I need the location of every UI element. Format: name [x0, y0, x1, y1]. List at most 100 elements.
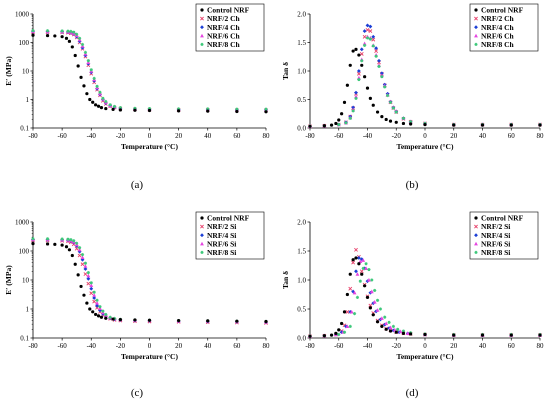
data-point	[64, 36, 69, 40]
data-point	[391, 106, 395, 110]
data-point	[334, 331, 338, 335]
panel-e-mpa-1: -80 -60 -40 -20 0 20 40 60 80 0.1 1 10 100 1000 Temper…	[4, 3, 271, 191]
data-point	[348, 324, 352, 328]
legend-marker	[474, 25, 478, 30]
data-point	[365, 23, 370, 28]
x-tick-label: 60	[233, 132, 241, 140]
data-point	[367, 267, 371, 272]
data-point	[359, 269, 364, 274]
data-point	[377, 64, 381, 69]
x-axis-label: Temperature (°C)	[121, 142, 178, 151]
legend-marker	[200, 25, 204, 30]
data-point	[104, 316, 108, 320]
data-point	[401, 331, 406, 335]
legend-label: NRF/2 Ch	[481, 14, 515, 23]
x-tick-label: 0	[148, 132, 152, 140]
x-tick-label: 80	[263, 132, 271, 140]
data-point	[452, 123, 456, 127]
data-point	[75, 32, 79, 36]
legend-entry: NRF/6 Ch	[474, 31, 515, 40]
data-point	[384, 327, 388, 331]
data-point	[383, 85, 387, 89]
data-point	[111, 107, 115, 111]
data-point	[94, 312, 98, 317]
legend-label: NRF/6 Si	[207, 239, 236, 248]
y-tick-label: 10	[22, 67, 30, 75]
legend-label: NRF/4 Si	[481, 231, 510, 240]
data-point	[177, 318, 181, 323]
data-point	[85, 301, 89, 305]
data-point	[368, 306, 372, 310]
data-point	[72, 239, 76, 243]
panel-tan-2: -80 -60 -40 -20 0 20 40 60 80 0.0 0.5 1.0 1.5 2.0 Temp…	[281, 3, 544, 191]
data-point	[112, 104, 117, 109]
series-control-nrf	[31, 33, 268, 114]
data-point	[99, 105, 104, 110]
legend-marker	[200, 8, 204, 12]
data-point	[388, 329, 393, 333]
data-point	[384, 321, 389, 326]
legend-marker	[200, 42, 204, 46]
data-point	[351, 289, 356, 294]
x-tick-label: 60	[508, 132, 516, 140]
data-point	[401, 116, 406, 120]
data-point	[388, 119, 393, 123]
data-point	[264, 110, 268, 114]
data-point	[378, 307, 383, 311]
legend-label: NRF/2 Si	[207, 222, 236, 231]
data-point	[45, 242, 50, 246]
data-point	[104, 312, 108, 317]
legend-entry: Control NRF	[474, 6, 524, 15]
legend-marker	[474, 233, 478, 238]
data-point	[86, 59, 90, 63]
data-point	[80, 262, 85, 267]
legend-entry: NRF/8 Si	[474, 248, 510, 257]
data-point	[345, 324, 350, 328]
data-point	[377, 58, 381, 63]
data-point	[371, 34, 376, 39]
data-point	[94, 103, 98, 107]
legend-label: Control NRF	[207, 6, 250, 15]
data-point	[264, 319, 268, 324]
data-point	[70, 45, 74, 49]
data-point	[73, 262, 77, 266]
data-point	[363, 75, 367, 79]
data-point	[76, 64, 80, 68]
data-point	[337, 332, 341, 337]
data-point	[398, 329, 403, 334]
data-point	[538, 123, 542, 127]
legend-entry: NRF/6 Si	[474, 239, 510, 248]
data-point	[77, 247, 82, 252]
data-point	[89, 283, 94, 288]
data-point	[98, 305, 102, 309]
data-point	[371, 103, 375, 107]
data-point	[388, 100, 393, 104]
data-point	[351, 260, 356, 265]
data-point	[79, 75, 83, 79]
data-point	[45, 237, 50, 241]
data-point	[95, 298, 99, 302]
data-point	[86, 276, 91, 281]
data-point	[368, 24, 373, 29]
y-tick-label: 1	[26, 96, 30, 104]
data-point	[88, 97, 92, 102]
legend-entry: Control NRF	[200, 6, 250, 15]
legend-label: NRF/2 Si	[481, 222, 510, 231]
series-nrf-4-si	[308, 256, 542, 339]
y-axis-label: E′ (MPa)	[4, 56, 13, 86]
data-point	[374, 49, 379, 53]
data-point	[31, 33, 35, 37]
data-point	[342, 330, 347, 334]
data-point	[72, 30, 76, 34]
x-tick-label: 20	[175, 342, 183, 350]
legend-label: NRF/4 Ch	[207, 23, 241, 32]
data-point	[391, 328, 396, 333]
data-point	[80, 45, 85, 50]
y-tick-label: 1.5	[297, 39, 306, 47]
legend-label: NRF/8 Ch	[481, 40, 515, 49]
data-point	[86, 273, 91, 278]
data-point	[108, 103, 112, 107]
data-point	[147, 106, 152, 111]
data-point	[329, 333, 334, 337]
data-point	[397, 330, 402, 335]
